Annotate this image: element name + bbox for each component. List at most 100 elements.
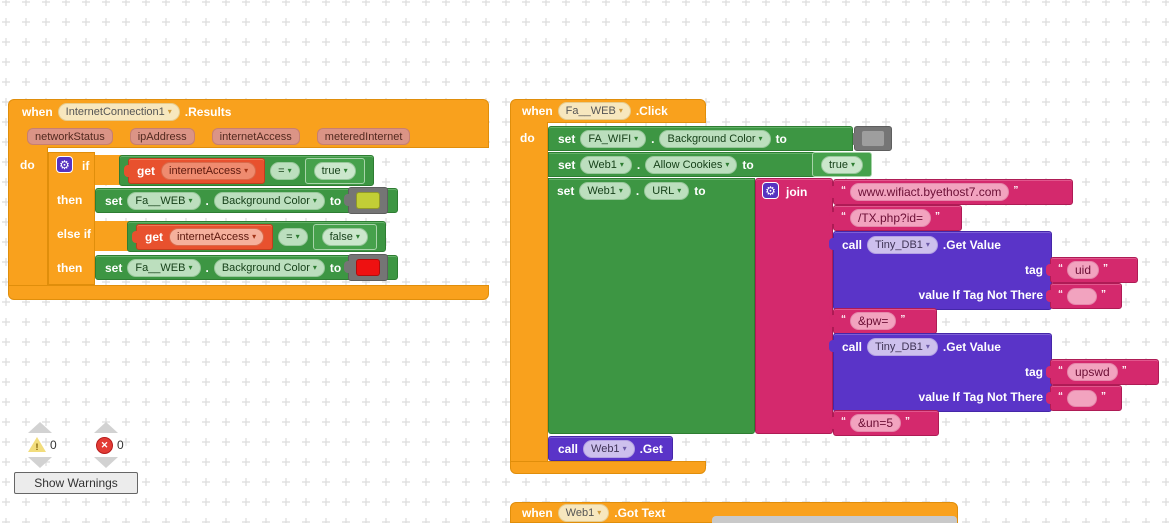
variable-dropdown[interactable]: internetAccess bbox=[161, 161, 257, 180]
value-if-tag-not-there-label: value If Tag Not There bbox=[918, 287, 1043, 302]
component-name: Web1 bbox=[591, 442, 620, 455]
component-dropdown[interactable]: Tiny_DB1 bbox=[867, 235, 938, 254]
show-warnings-button[interactable]: Show Warnings bbox=[14, 472, 138, 494]
open-quote: “ bbox=[1058, 288, 1063, 300]
call-keyword: call bbox=[558, 441, 579, 456]
get-variable-block[interactable]: get internetAccess bbox=[123, 157, 266, 184]
logic-compare-block-2[interactable]: get internetAccess = false bbox=[127, 221, 386, 252]
param-internetaccess[interactable]: internetAccess bbox=[211, 128, 300, 145]
string-value[interactable]: uid bbox=[1067, 261, 1100, 279]
color-value-block[interactable] bbox=[850, 126, 892, 151]
component-dropdown[interactable]: Web1 bbox=[583, 439, 635, 458]
set-web1-url-block[interactable] bbox=[548, 178, 755, 434]
property-dropdown[interactable]: Allow Cookies bbox=[645, 155, 738, 174]
chevron-down-icon bbox=[725, 159, 729, 171]
logic-value: false bbox=[329, 230, 353, 243]
color-value-block[interactable] bbox=[344, 187, 389, 214]
set-keyword: set bbox=[105, 260, 123, 275]
component-dropdown[interactable]: Web1 bbox=[557, 504, 610, 522]
join-text-block[interactable] bbox=[755, 178, 833, 434]
variable-dropdown[interactable]: internetAccess bbox=[169, 227, 265, 246]
string-value[interactable] bbox=[1067, 389, 1097, 407]
event-block-left-strip[interactable] bbox=[8, 147, 48, 286]
to-keyword: to bbox=[329, 193, 342, 208]
close-quote: ” bbox=[905, 415, 911, 427]
string-block-path[interactable]: “ /TX.php?id= ” bbox=[829, 205, 962, 231]
logic-true-block[interactable]: true bbox=[812, 152, 872, 177]
string-block-tag-upswd[interactable]: “ upswd ” bbox=[1046, 359, 1159, 385]
string-block-tag-uid[interactable]: “ uid ” bbox=[1046, 257, 1138, 283]
string-block-un-param[interactable]: “ &un=5 ” bbox=[829, 410, 939, 436]
set-faweb-bgcolor-block-1[interactable]: set Fa__WEB . Background Color to bbox=[95, 187, 399, 214]
component-dropdown[interactable]: Fa__WEB bbox=[557, 102, 631, 120]
param-networkstatus[interactable]: networkStatus bbox=[27, 128, 113, 145]
close-quote: ” bbox=[1101, 390, 1106, 402]
logic-compare-block-1[interactable]: get internetAccess = true bbox=[119, 155, 374, 186]
set-faweb-bgcolor-block-2[interactable]: set Fa__WEB . Background Color to bbox=[95, 254, 399, 281]
string-block-empty[interactable]: “ ” bbox=[1046, 385, 1122, 411]
property-name: Background Color bbox=[221, 194, 310, 207]
mutator-gear-icon[interactable]: ⚙ bbox=[762, 182, 779, 199]
warning-collapse-up-arrow[interactable] bbox=[28, 422, 52, 433]
get-variable-block[interactable]: get internetAccess bbox=[131, 223, 274, 250]
string-value[interactable]: upswd bbox=[1067, 363, 1118, 381]
string-value[interactable] bbox=[1067, 287, 1097, 305]
collapsed-element-bar[interactable] bbox=[712, 516, 957, 523]
property-dropdown[interactable]: Background Color bbox=[213, 258, 325, 277]
property-name: Background Color bbox=[667, 132, 756, 145]
string-value[interactable]: www.wifiact.byethost7.com bbox=[850, 183, 1010, 201]
string-value[interactable]: &un=5 bbox=[850, 414, 902, 432]
logic-true-block[interactable]: true bbox=[304, 157, 365, 184]
method-name: .Get Value bbox=[942, 339, 1001, 354]
string-block-url-host[interactable]: “ www.wifiact.byethost7.com ” bbox=[829, 179, 1073, 205]
chevron-down-icon bbox=[619, 185, 623, 197]
string-value[interactable]: &pw= bbox=[850, 312, 897, 330]
chevron-down-icon bbox=[620, 159, 624, 171]
param-ipaddress[interactable]: ipAddress bbox=[129, 128, 195, 145]
error-collapse-up-arrow[interactable] bbox=[94, 422, 118, 433]
component-dropdown[interactable]: Web1 bbox=[579, 182, 631, 200]
chevron-down-icon bbox=[623, 443, 627, 455]
set-web1-allowcookies-block[interactable]: set Web1 . Allow Cookies to bbox=[548, 152, 816, 177]
error-collapse-down-arrow[interactable] bbox=[94, 457, 118, 468]
property-dropdown[interactable]: Background Color bbox=[213, 191, 325, 210]
component-dropdown[interactable]: Fa__WEB bbox=[127, 258, 201, 277]
if-block-body[interactable] bbox=[48, 152, 95, 285]
set-fawifi-bgcolor-block[interactable]: set FA_WIFI . Background Color to bbox=[548, 126, 853, 151]
string-block-empty[interactable]: “ ” bbox=[1046, 283, 1122, 309]
set-keyword: set bbox=[557, 184, 575, 198]
warning-collapse-down-arrow[interactable] bbox=[28, 457, 52, 468]
event-block-bottom-bar[interactable] bbox=[510, 461, 706, 474]
component-dropdown[interactable]: Web1 bbox=[580, 155, 632, 174]
then-keyword: then bbox=[57, 261, 83, 275]
block-when-faweb-click[interactable]: when Fa__WEB .Click do set FA_WIFI . Bac… bbox=[0, 0, 1169, 474]
get-keyword: get bbox=[145, 229, 163, 244]
component-dropdown[interactable]: Fa__WEB bbox=[127, 191, 201, 210]
call-tinydb-getvalue-block-2[interactable]: call Tiny_DB1 .Get Value tag value If Ta… bbox=[829, 333, 1052, 412]
event-block-bottom-bar[interactable] bbox=[8, 285, 489, 300]
string-block-pw-param[interactable]: “ &pw= ” bbox=[829, 308, 937, 334]
chevron-down-icon bbox=[356, 231, 360, 243]
component-dropdown[interactable]: FA_WIFI bbox=[580, 129, 647, 148]
open-quote: “ bbox=[1058, 390, 1063, 402]
dot-separator: . bbox=[205, 193, 209, 208]
get-keyword: get bbox=[137, 163, 155, 178]
property-dropdown[interactable]: Background Color bbox=[659, 129, 771, 148]
param-meteredinternet[interactable]: meteredInternet bbox=[316, 128, 411, 145]
operator-dropdown[interactable]: = bbox=[278, 227, 308, 246]
value-if-tag-not-there-label: value If Tag Not There bbox=[918, 389, 1043, 404]
property-dropdown[interactable]: URL bbox=[644, 182, 690, 200]
component-dropdown[interactable]: Tiny_DB1 bbox=[867, 337, 938, 356]
elseif-keyword: else if bbox=[57, 227, 92, 241]
operator-dropdown[interactable]: = bbox=[270, 161, 300, 180]
logic-false-block[interactable]: false bbox=[312, 223, 377, 250]
call-web1-get-block[interactable]: call Web1 .Get bbox=[548, 436, 673, 461]
component-dropdown[interactable]: InternetConnection1 bbox=[57, 103, 180, 121]
event-block-left-strip[interactable] bbox=[510, 122, 548, 462]
color-value-block[interactable] bbox=[344, 254, 389, 281]
mutator-gear-icon[interactable]: ⚙ bbox=[56, 156, 73, 173]
string-value[interactable]: /TX.php?id= bbox=[850, 209, 932, 227]
color-swatch bbox=[356, 192, 381, 209]
call-tinydb-getvalue-block-1[interactable]: call Tiny_DB1 .Get Value tag value If Ta… bbox=[829, 231, 1052, 310]
